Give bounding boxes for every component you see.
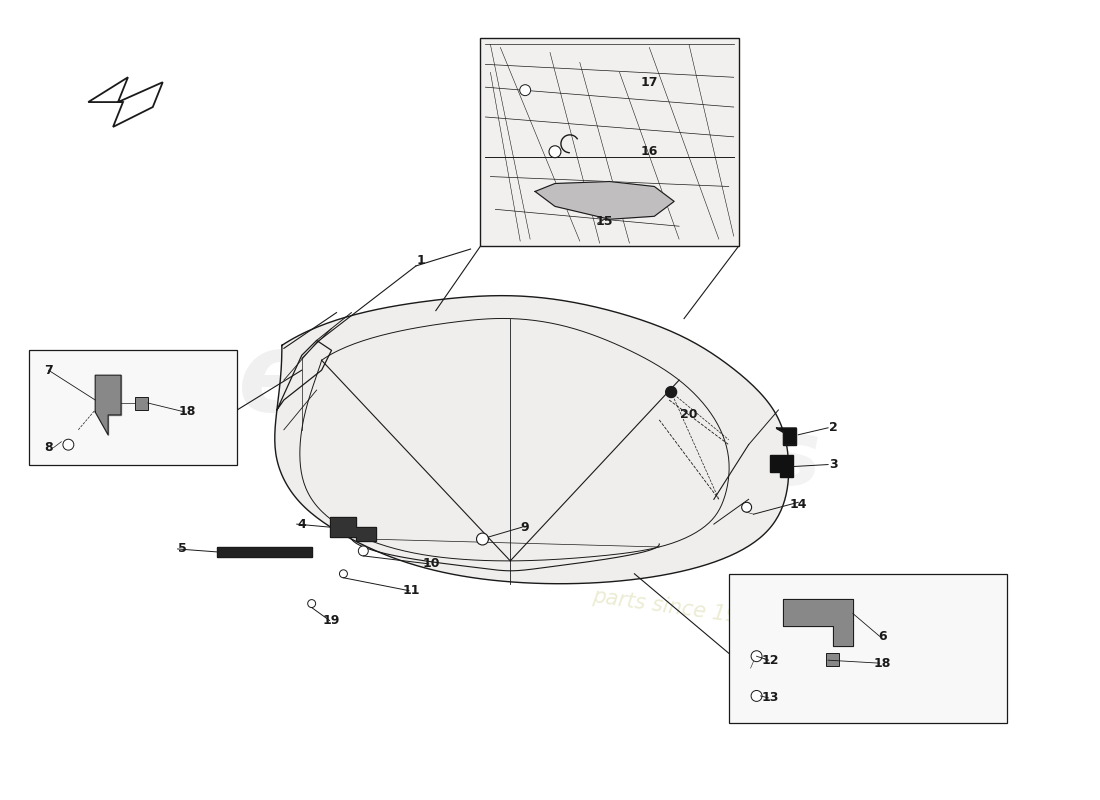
Text: 17: 17 bbox=[640, 76, 658, 89]
Polygon shape bbox=[777, 428, 796, 445]
Text: 16: 16 bbox=[640, 146, 658, 158]
Bar bbox=[481, 38, 739, 246]
Text: 9: 9 bbox=[521, 521, 529, 534]
Polygon shape bbox=[330, 517, 376, 541]
Text: 20: 20 bbox=[680, 408, 697, 422]
Polygon shape bbox=[275, 296, 789, 584]
Circle shape bbox=[63, 439, 74, 450]
Circle shape bbox=[476, 533, 488, 545]
Text: 3: 3 bbox=[828, 458, 837, 471]
Circle shape bbox=[741, 502, 751, 512]
Text: 4: 4 bbox=[297, 518, 306, 530]
Text: 13: 13 bbox=[762, 691, 779, 705]
Text: 19: 19 bbox=[322, 614, 340, 627]
Polygon shape bbox=[96, 375, 121, 434]
Text: 11: 11 bbox=[403, 584, 420, 597]
Text: 18: 18 bbox=[874, 657, 891, 670]
Bar bbox=[29, 350, 238, 465]
Polygon shape bbox=[770, 454, 793, 478]
Text: 18: 18 bbox=[179, 406, 196, 418]
Circle shape bbox=[340, 570, 348, 578]
Circle shape bbox=[359, 546, 369, 556]
Text: 15: 15 bbox=[596, 214, 614, 228]
Circle shape bbox=[751, 650, 762, 662]
Text: a passion for: a passion for bbox=[469, 521, 631, 567]
Text: parts since 1985: parts since 1985 bbox=[592, 586, 767, 630]
Circle shape bbox=[751, 690, 762, 702]
Circle shape bbox=[308, 600, 316, 607]
Text: pares: pares bbox=[537, 415, 822, 503]
Text: 12: 12 bbox=[761, 654, 779, 666]
Text: 14: 14 bbox=[790, 498, 807, 510]
Circle shape bbox=[549, 146, 561, 158]
Polygon shape bbox=[783, 598, 852, 646]
Circle shape bbox=[666, 386, 676, 398]
Text: 5: 5 bbox=[178, 542, 187, 555]
Text: 7: 7 bbox=[44, 364, 53, 377]
Text: 10: 10 bbox=[422, 558, 440, 570]
Text: 2: 2 bbox=[828, 422, 837, 434]
Bar bbox=[135, 397, 147, 410]
Text: 8: 8 bbox=[44, 441, 53, 454]
Bar bbox=[826, 654, 839, 666]
Bar bbox=[728, 574, 1006, 722]
Text: 6: 6 bbox=[879, 630, 887, 643]
Polygon shape bbox=[218, 547, 311, 557]
Circle shape bbox=[519, 85, 530, 96]
Polygon shape bbox=[535, 182, 674, 219]
Text: euro: euro bbox=[239, 326, 524, 434]
Text: 1: 1 bbox=[417, 254, 426, 267]
